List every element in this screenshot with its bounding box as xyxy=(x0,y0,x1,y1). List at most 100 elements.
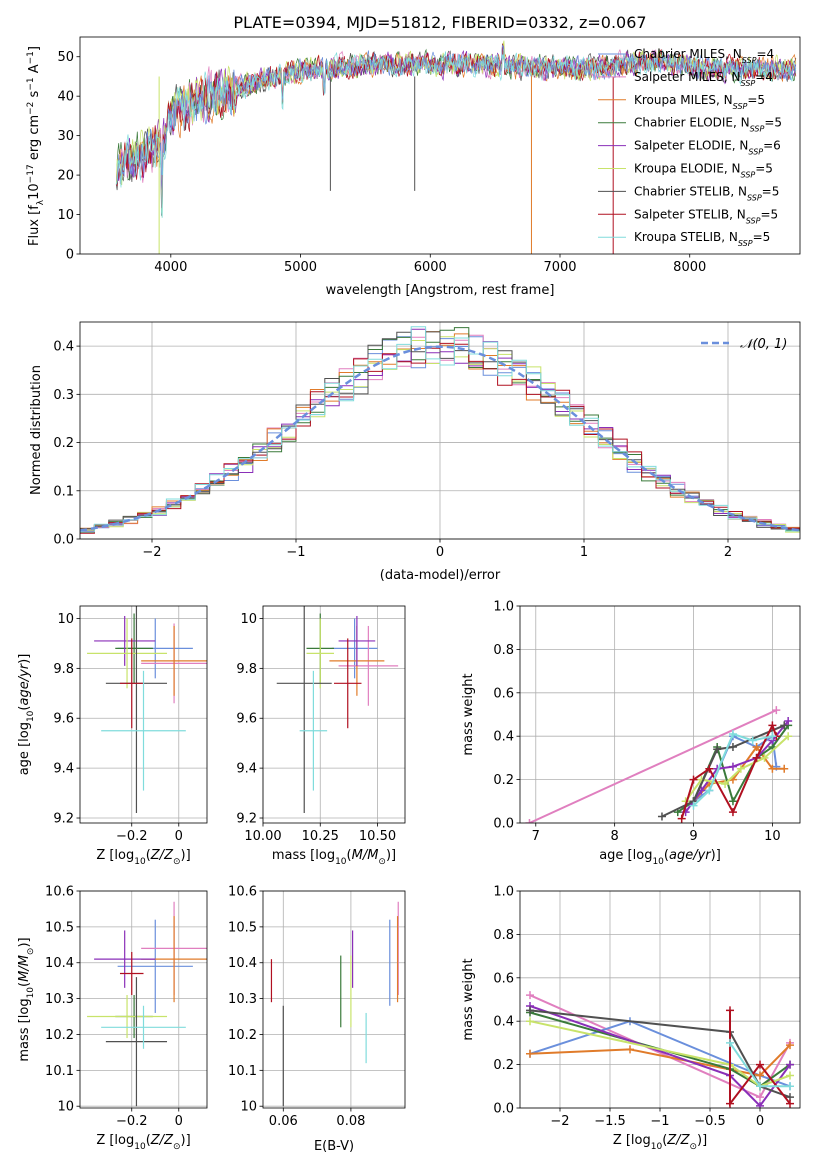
legend-entry: Chabrier MILES, NSSP=4 xyxy=(634,47,774,65)
plot-area xyxy=(276,606,399,814)
weight-marker xyxy=(728,730,737,739)
y-tick-label: 10.1 xyxy=(228,1064,257,1079)
weight-marker xyxy=(728,797,737,806)
weight-marker xyxy=(689,801,698,810)
weight-marker xyxy=(526,991,534,1000)
spectrum-series xyxy=(115,49,797,218)
weight-marker xyxy=(677,814,686,823)
x-axis-label: E(B-V) xyxy=(314,1139,354,1154)
legend-entry: Kroupa STELIB, NSSP=5 xyxy=(634,230,770,248)
weight-marker xyxy=(728,762,737,771)
y-tick-label: 0.6 xyxy=(493,971,514,986)
x-tick-label: 7 xyxy=(532,829,540,844)
x-axis-label: wavelength [Angstrom, rest frame] xyxy=(326,283,555,298)
weight-line xyxy=(529,1020,791,1088)
weight-marker xyxy=(786,1071,794,1080)
axes-frame xyxy=(79,36,801,255)
axes-5: −0.2 0 10 10.1 10.2 10.3 10.4 10.5 10.6 xyxy=(45,885,208,1130)
ticks: −0.2 0 10 10.1 10.2 10.3 10.4 10.5 10.6 xyxy=(45,885,183,1130)
x-tick-label: −1 xyxy=(650,1114,669,1129)
ticks: 0.06 0.08 10 10.1 10.2 10.3 10.4 10.5 10.6 xyxy=(228,885,365,1130)
plot-area xyxy=(115,40,797,254)
y-tick-label: 0.4 xyxy=(53,340,74,355)
legend-entry: Salpeter ELODIE, NSSP=6 xyxy=(634,139,781,157)
axes-2: −0.2 0 9.2 9.4 9.6 9.8 10 xyxy=(53,605,208,844)
y-tick-label: 0 xyxy=(66,248,74,263)
y-tick-label: 10.2 xyxy=(228,1028,257,1043)
axes-1: −2 −1 0 1 2 0.0 0.1 0.2 0.3 0.4 xyxy=(53,321,801,560)
spectrum-series xyxy=(115,44,797,186)
ticks: 10.00 10.25 10.50 9.2 9.4 9.6 9.8 10 xyxy=(236,612,396,844)
x-tick-label: 2 xyxy=(724,545,732,560)
plot-area xyxy=(270,901,399,1107)
weight-line xyxy=(529,1009,791,1099)
y-tick-label: 10 xyxy=(57,208,74,223)
y-tick-label: 10 xyxy=(240,1100,257,1115)
axes-6: 0.06 0.08 10 10.1 10.2 10.3 10.4 10.5 10.6 xyxy=(228,885,406,1130)
weight-marker xyxy=(689,775,698,784)
weight-line xyxy=(529,709,777,823)
x-tick-label: −1 xyxy=(286,545,305,560)
x-tick-label: 0.06 xyxy=(269,1114,298,1129)
plot-area xyxy=(80,326,800,534)
x-tick-label: 8 xyxy=(611,829,619,844)
y-tick-label: 10.5 xyxy=(228,920,257,935)
weight-marker xyxy=(786,1099,794,1108)
legend-entry: Salpeter STELIB, NSSP=5 xyxy=(634,207,778,225)
y-tick-label: 10.3 xyxy=(228,992,257,1007)
weight-marker xyxy=(526,1049,534,1058)
axes-3: 10.00 10.25 10.50 9.2 9.4 9.6 9.8 10 xyxy=(236,605,406,844)
y-tick-label: 0.3 xyxy=(53,388,74,403)
plot-area xyxy=(525,706,793,823)
weight-line xyxy=(729,1010,791,1107)
x-tick-label: 4000 xyxy=(154,260,187,275)
y-tick-label: 9.2 xyxy=(53,812,74,827)
weight-marker xyxy=(736,764,745,773)
y-tick-label: 0.4 xyxy=(493,1015,514,1030)
y-tick-label: 30 xyxy=(57,129,74,144)
y-tick-label: 9.8 xyxy=(53,662,74,677)
y-axis-label: Normed distribution xyxy=(29,365,44,495)
y-tick-label: 10.3 xyxy=(45,992,74,1007)
y-tick-label: 9.6 xyxy=(53,712,74,727)
weight-marker xyxy=(726,1038,734,1047)
weight-marker xyxy=(526,1006,534,1015)
x-tick-label: −2 xyxy=(142,545,161,560)
axes-frame xyxy=(519,605,801,824)
axes-frame xyxy=(79,321,801,540)
x-tick-label: 9 xyxy=(689,829,697,844)
weight-marker xyxy=(768,764,777,773)
x-axis-label: mass [log10(M/M⊙)] xyxy=(272,848,396,867)
weight-marker xyxy=(726,1006,734,1015)
y-axis-label: Flux [fλ10−17 erg cm−2 s−1 A−1] xyxy=(26,46,46,246)
x-tick-label: 0 xyxy=(175,829,183,844)
axes-frame xyxy=(79,890,208,1109)
plot-area xyxy=(87,901,207,1107)
y-tick-label: 0.0 xyxy=(53,533,74,548)
y-tick-label: 1.0 xyxy=(493,600,514,615)
x-tick-label: −0.5 xyxy=(694,1114,726,1129)
weight-marker xyxy=(756,1071,764,1080)
x-tick-label: −0.2 xyxy=(116,829,148,844)
ticks: −0.2 0 9.2 9.4 9.6 9.8 10 xyxy=(53,612,183,844)
y-tick-label: 10.4 xyxy=(45,956,74,971)
y-tick-label: 0.2 xyxy=(53,436,74,451)
weight-marker xyxy=(756,1093,764,1102)
y-tick-label: 10.5 xyxy=(45,920,74,935)
weight-marker xyxy=(705,764,714,773)
y-tick-label: 0.2 xyxy=(493,773,514,788)
x-tick-label: 0.08 xyxy=(336,1114,365,1129)
y-tick-label: 10 xyxy=(240,612,257,627)
ticks: 7 8 9 10 0.0 0.2 0.4 0.6 0.8 1.0 xyxy=(493,600,780,845)
normal-curve xyxy=(80,345,800,532)
x-axis-label: Z [log10(Z/Z⊙)] xyxy=(613,1133,707,1152)
x-axis-label: age [log10(age/yr)] xyxy=(599,848,721,867)
x-tick-label: −2 xyxy=(550,1114,569,1129)
x-tick-label: 0 xyxy=(436,545,444,560)
y-axis-label: mass weight xyxy=(461,958,476,1040)
weight-line xyxy=(684,735,789,802)
weight-marker xyxy=(756,1060,764,1069)
x-tick-label: 10.50 xyxy=(359,829,396,844)
legend-entry: Salpeter MILES, NSSP=4 xyxy=(634,70,773,88)
